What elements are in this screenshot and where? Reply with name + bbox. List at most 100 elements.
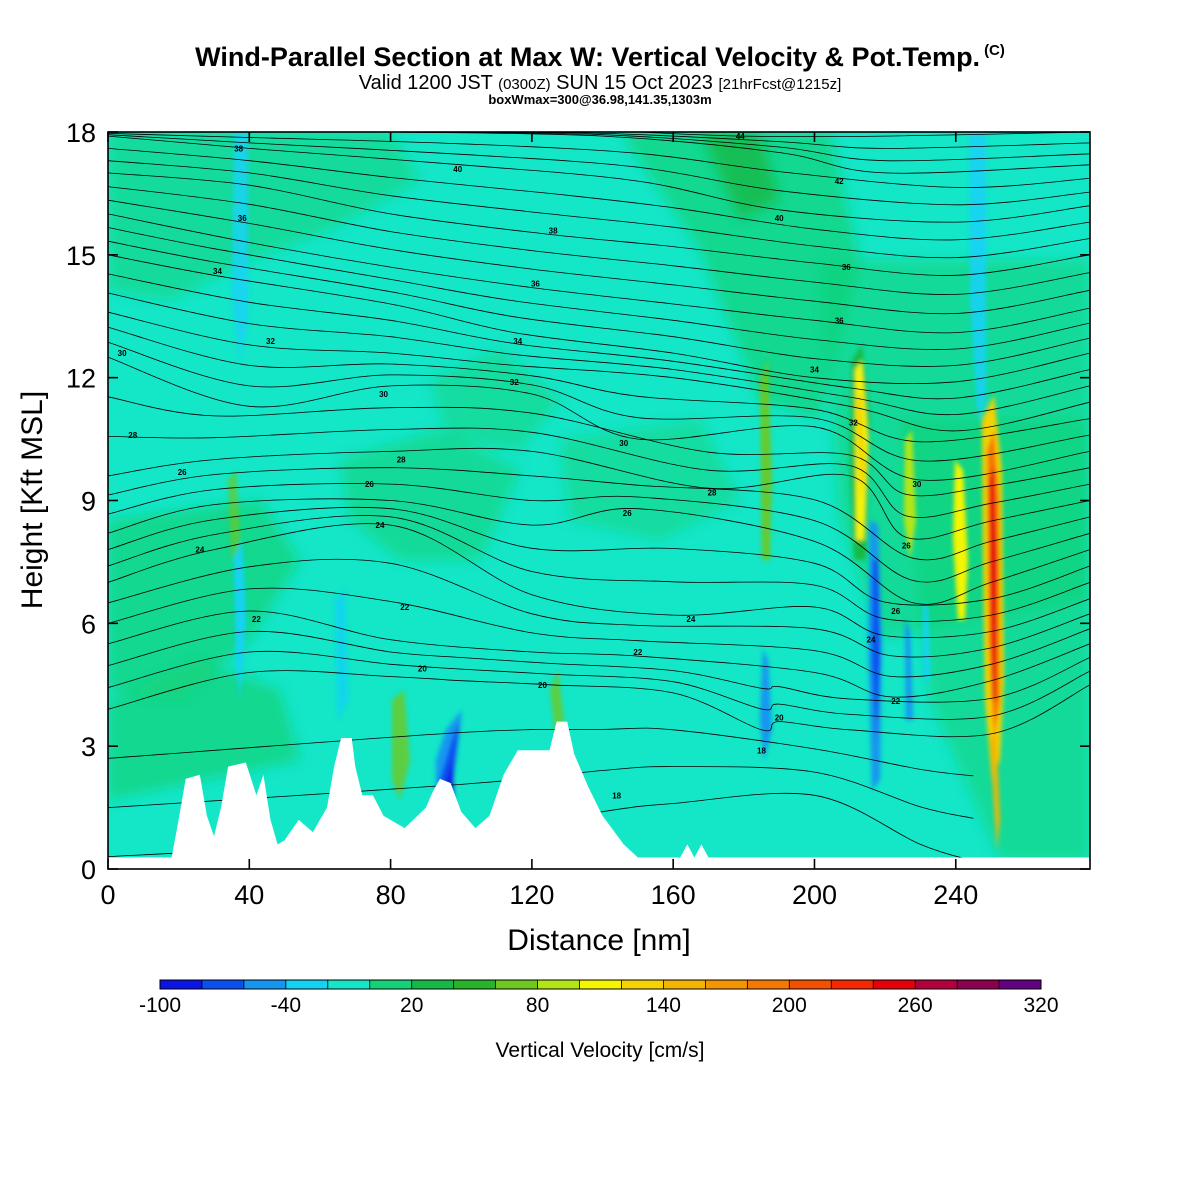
colorbar-swatch: [999, 980, 1042, 989]
contour-label: 26: [178, 468, 187, 477]
theta-contour-24-minor-1: [108, 515, 1090, 622]
theta-contour-20-minor-1: [108, 650, 1090, 720]
theta-contour-36: [108, 213, 1090, 334]
y-tick-label: 3: [81, 732, 96, 762]
colorbar-title: Vertical Velocity [cm/s]: [496, 1039, 705, 1062]
chart-subtitle: Valid 1200 JST (0300Z) SUN 15 Oct 2023 […: [0, 72, 1200, 95]
y-tick-label: 15: [66, 241, 96, 271]
forecast-note: [21hrFcst@1215z]: [718, 76, 842, 93]
contour-label: 26: [902, 542, 911, 551]
theta-contour-44: [637, 132, 1090, 138]
x-axis-title: Distance [nm]: [507, 924, 690, 957]
colorbar-tick-label: 260: [898, 994, 933, 1017]
colorbar-swatch: [327, 980, 371, 989]
theta-contour-22: [108, 610, 1090, 698]
theta-contour-42-minor-1: [390, 132, 1090, 162]
theta-contour-36-minor-2: [108, 186, 1090, 295]
colorbar-swatch: [160, 980, 203, 989]
contour-label: 36: [835, 316, 844, 325]
theta-contour-24: [108, 523, 1090, 639]
contour-label: 44: [736, 132, 745, 141]
chart-title: Wind-Parallel Section at Max W: Vertical…: [0, 42, 1200, 73]
x-tick-label: 120: [509, 880, 554, 910]
x-tick-label: 160: [651, 880, 696, 910]
contour-label: 20: [775, 714, 784, 723]
x-tick-label: 40: [234, 880, 264, 910]
colorbar-swatch: [369, 980, 413, 989]
contour-label: 30: [118, 349, 127, 358]
colorbar-swatch: [663, 980, 706, 989]
contour-label: 30: [619, 439, 628, 448]
colorbar-swatch: [537, 980, 581, 989]
y-tick-label: 9: [81, 487, 96, 517]
contour-label: 38: [234, 144, 243, 153]
theta-contour-32-minor-1: [108, 292, 1090, 416]
contour-label: 18: [612, 791, 621, 800]
contour-label: 22: [400, 603, 409, 612]
colorbar-tick-label: 200: [772, 994, 807, 1017]
colorbar-swatch: [621, 980, 664, 989]
x-tick-label: 240: [933, 880, 978, 910]
theta-contour-40-minor-2: [108, 133, 1090, 188]
x-axis: 0 40 80 120 160 200 240: [100, 132, 978, 910]
colorbar-tick-label: -40: [271, 994, 301, 1017]
contour-label: 28: [708, 488, 717, 497]
y-axis-title: Height [Kft MSL]: [16, 391, 49, 609]
x-tick-label: 0: [100, 880, 115, 910]
terrain-mask: [108, 721, 1090, 869]
contour-label: 24: [686, 615, 695, 624]
colorbar-swatch: [579, 980, 622, 989]
contour-label: 36: [531, 279, 540, 288]
colorbar-swatch: [495, 980, 539, 989]
contour-label: 32: [266, 337, 275, 346]
theta-contour-40: [108, 135, 1090, 223]
contour-label: 20: [538, 681, 547, 690]
contour-label: 30: [379, 390, 388, 399]
contour-label: 22: [633, 648, 642, 657]
theta-contour-28-minor-1: [108, 427, 1090, 518]
colorbar-swatch: [957, 980, 1000, 989]
theta-contour-24-minor-2: [108, 506, 1090, 606]
contour-label: 34: [810, 365, 819, 374]
contour-label: 26: [891, 607, 900, 616]
contour-label: 28: [397, 456, 406, 465]
colorbar-swatch: [453, 980, 497, 989]
contour-label: 26: [365, 480, 374, 489]
theta-contour-28: [108, 447, 1090, 540]
theta-contour-34-minor-2: [108, 227, 1090, 350]
colorbar-swatch: [915, 980, 958, 989]
colorbar-swatch: [789, 980, 832, 989]
contour-label: 40: [775, 214, 784, 223]
colorbar-swatch: [243, 980, 287, 989]
theta-contour-22-minor-1: [108, 587, 1090, 678]
colorbar-swatch: [705, 980, 748, 989]
title-text: Wind-Parallel Section at Max W: Vertical…: [195, 42, 981, 72]
contour-label: 22: [891, 697, 900, 706]
theta-contour-36-minor-1: [108, 199, 1090, 315]
theta-contour-26-minor-1: [108, 483, 1090, 583]
colorbar-tick-label: -100: [139, 994, 181, 1017]
colorbar-tick-label: 20: [400, 994, 423, 1017]
colorbar-swatch: [411, 980, 455, 989]
colorbar-frame: [159, 979, 1042, 990]
contour-label: 36: [238, 214, 247, 223]
contour-label: 24: [376, 521, 385, 530]
contour-label: 38: [549, 226, 558, 235]
title-mark: (C): [984, 42, 1005, 59]
colorbar-swatch: [831, 980, 874, 989]
colorbar: -100 -40 20 80 140 200 260 320: [139, 979, 1059, 1017]
contour-label: 28: [128, 431, 137, 440]
theta-contour-38: [108, 172, 1090, 276]
colorbar-swatch: [201, 980, 245, 989]
theta-contour-20: [108, 670, 1090, 738]
colorbar-tick-label: 320: [1023, 994, 1058, 1017]
field-plumes: [228, 132, 1004, 850]
contour-labels: 38 40 44 42 36 38 40 34 36 36 32 34 36 30 32 34 30 28 30 32…: [118, 132, 922, 800]
theta-contour-38-minor-2: [108, 148, 1090, 241]
theta-contour-38-minor-1: [108, 160, 1090, 259]
valid-prefix: Valid 1200 JST: [358, 72, 493, 94]
contour-label: 26: [623, 509, 632, 518]
y-tick-label: 18: [66, 118, 96, 148]
contour-label: 24: [867, 636, 876, 645]
